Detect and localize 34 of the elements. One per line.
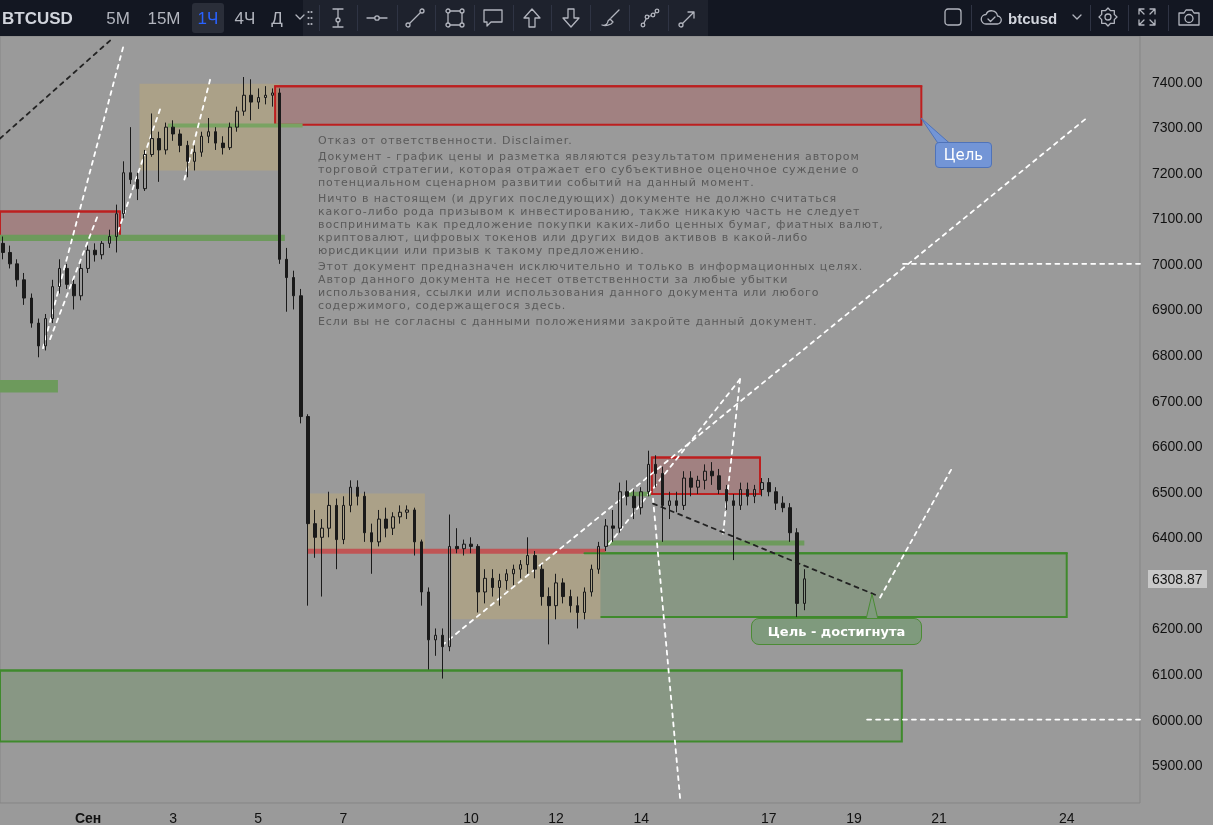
x-tick-label: 7 xyxy=(339,810,348,825)
chart-title: BTCUSD xyxy=(2,9,73,29)
y-tick-label: 7300.00 xyxy=(1152,119,1203,136)
annotation: Этот документ предназначен исключительно и только в информационных целях. Автор данного документа не несет ответственности за любые убытки использования, ссылки или использования данного документа или любого содержимого, содержащегося здесь. xyxy=(318,260,864,312)
y-tick-label: 6700.00 xyxy=(1152,392,1203,409)
x-tick-label: 12 xyxy=(548,810,565,825)
text: 6308.87 xyxy=(1148,569,1207,588)
annotation: Отказ от ответственности. Disclaimer. xyxy=(318,134,573,147)
y-tick-label: 6900.00 xyxy=(1152,301,1203,318)
y-tick-label: 6600.00 xyxy=(1152,438,1203,455)
y-tick-label: 5900.00 xyxy=(1152,757,1203,774)
y-tick-label: 6800.00 xyxy=(1152,347,1203,364)
y-tick-label: 7200.00 xyxy=(1152,164,1203,181)
y-tick-label: 7400.00 xyxy=(1152,73,1203,90)
y-tick-label: 7100.00 xyxy=(1152,210,1203,227)
y-tick-label: 6100.00 xyxy=(1152,666,1203,683)
annotation: Документ - график цены и разметка являются результатом применения автором торговой стратегии, которая отражает его субъективное оценочное суждение о потенциальном сценарном развитии событий на данный момент. xyxy=(318,150,860,189)
y-tick-label: 7000.00 xyxy=(1152,255,1203,272)
annotation: Цель xyxy=(934,142,993,169)
x-tick-label: 14 xyxy=(633,810,650,825)
x-tick-label: 3 xyxy=(169,810,178,825)
x-tick-label: Сен xyxy=(74,810,102,825)
y-tick-label: 6400.00 xyxy=(1152,529,1203,546)
y-tick-label: 6500.00 xyxy=(1152,483,1203,500)
x-tick-label: 10 xyxy=(463,810,480,825)
x-tick-label: 24 xyxy=(1058,810,1075,825)
x-tick-label: 17 xyxy=(761,810,777,825)
y-tick-label: 6000.00 xyxy=(1152,711,1203,728)
x-tick-label: 21 xyxy=(931,810,948,825)
y-tick-label: 6200.00 xyxy=(1152,620,1203,637)
annotation: Цель - достигнута xyxy=(750,617,923,645)
x-tick-label: 19 xyxy=(846,810,862,825)
annotation: Ничто в настоящем (и других последующих) документе не должно считаться какого-либо рода призывом к инвестированию, также никакую часть не следует воспринимать как предложение покупки каких-либо ценных бумаг, фиатных валют, криптовалют, цифровых токенов или других видов активов в какой-либо юрисдикции или призыв к такому предложению. xyxy=(318,192,884,257)
x-tick-label: 5 xyxy=(254,810,263,825)
